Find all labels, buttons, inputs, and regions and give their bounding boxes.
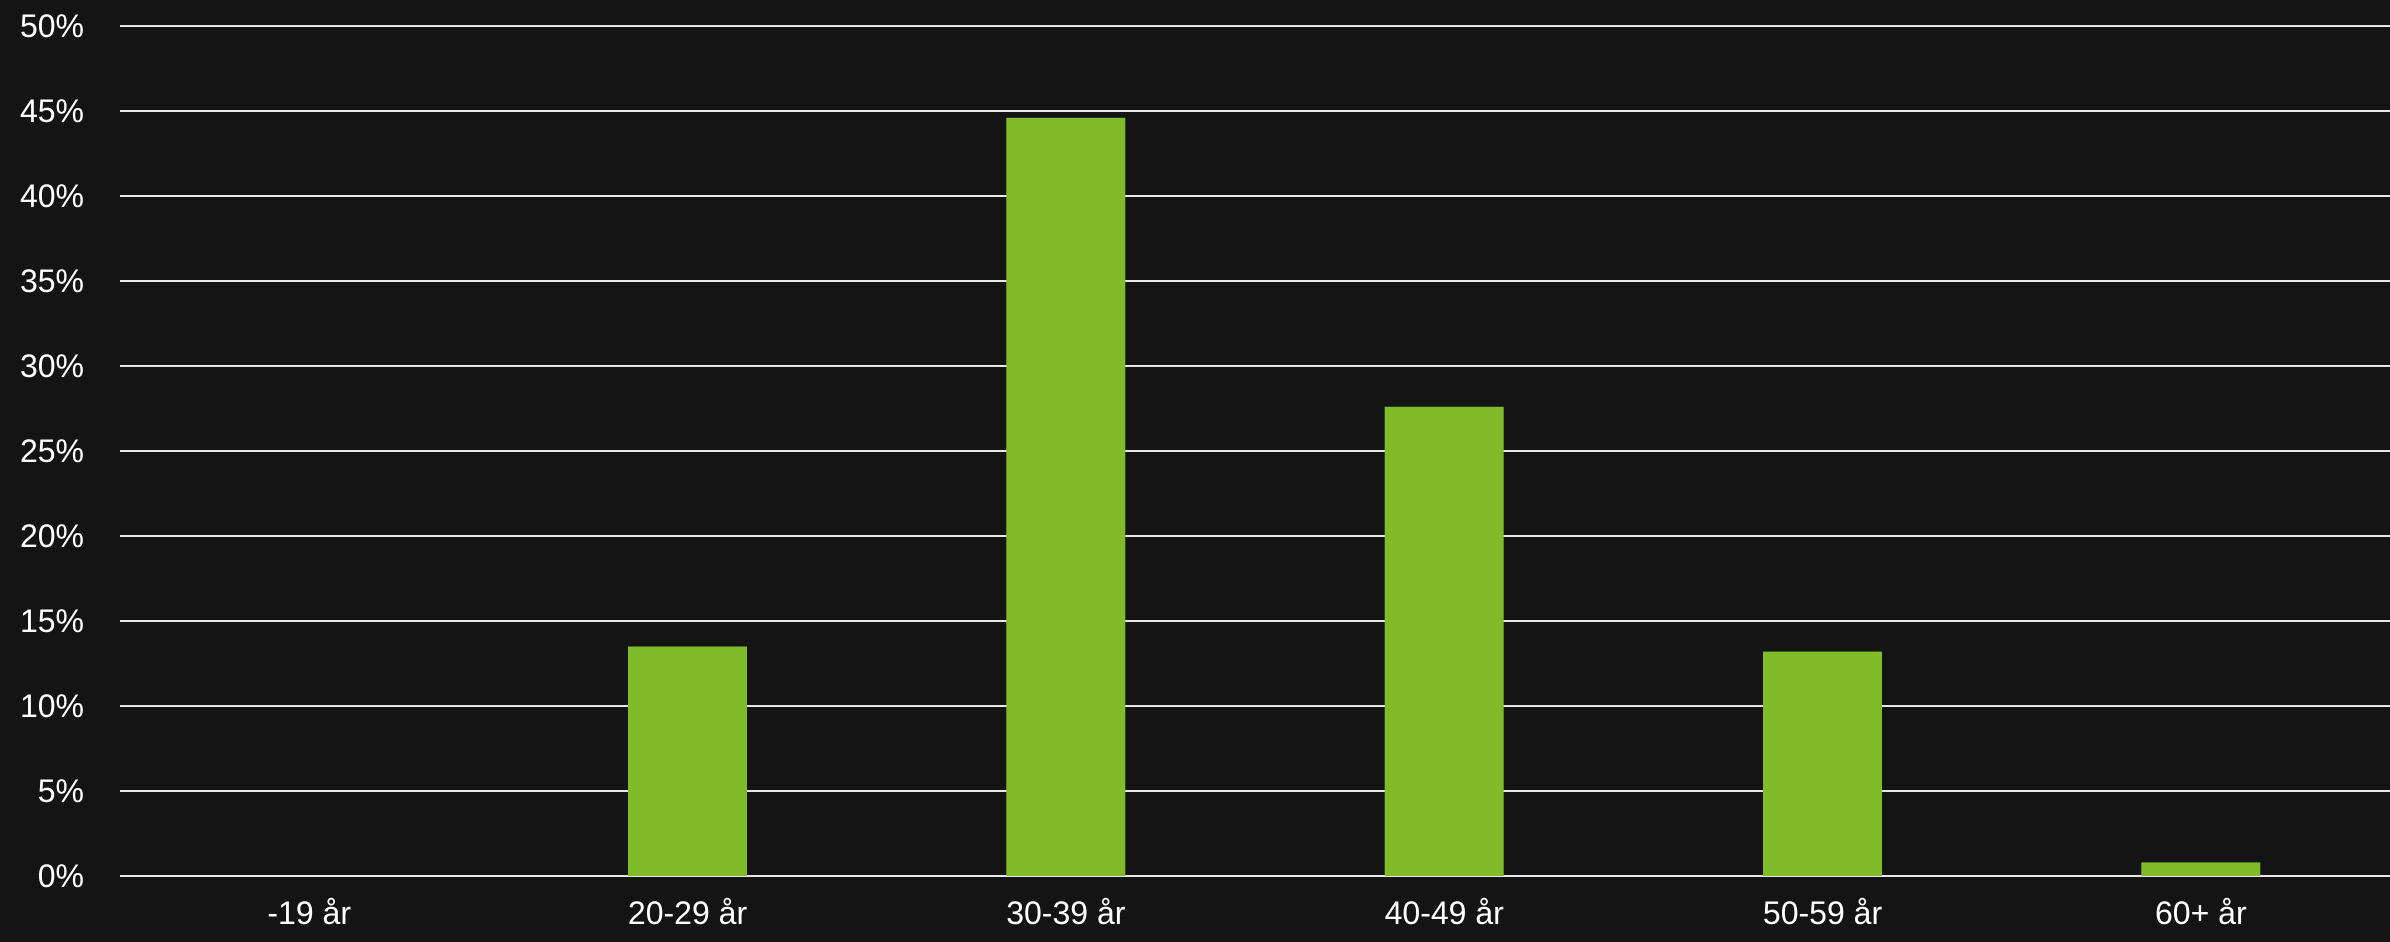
y-tick-label: 5% xyxy=(38,773,84,809)
bar xyxy=(628,646,747,876)
x-tick-label: 60+ år xyxy=(2155,895,2247,931)
bar xyxy=(1763,651,1882,876)
y-tick-label: 35% xyxy=(20,263,84,299)
y-tick-label: 20% xyxy=(20,518,84,554)
bars xyxy=(628,117,2261,877)
y-tick-label: 10% xyxy=(20,688,84,724)
y-tick-label: 40% xyxy=(20,178,84,214)
x-tick-label: -19 år xyxy=(267,895,351,931)
bar xyxy=(2141,862,2261,876)
bar xyxy=(1006,117,1126,877)
y-tick-label: 25% xyxy=(20,433,84,469)
gridlines xyxy=(120,25,2390,877)
x-axis-tick-labels: -19 år 20-29 år 30-39 år 40-49 år 50-59 år 60… xyxy=(267,895,2247,931)
x-tick-label: 50-59 år xyxy=(1763,895,1883,931)
y-tick-label: 50% xyxy=(20,8,84,44)
y-tick-label: 45% xyxy=(20,93,84,129)
x-tick-label: 40-49 år xyxy=(1385,895,1505,931)
y-tick-label: 0% xyxy=(38,858,84,894)
y-tick-label: 30% xyxy=(20,348,84,384)
bar xyxy=(1384,406,1504,876)
x-tick-label: 20-29 år xyxy=(628,895,748,931)
y-axis-tick-labels: 0% 5% 10% 15% 20% 25% 30% 35% 40% 45% 50% xyxy=(20,8,84,894)
y-tick-label: 15% xyxy=(20,603,84,639)
x-tick-label: 30-39 år xyxy=(1006,895,1126,931)
